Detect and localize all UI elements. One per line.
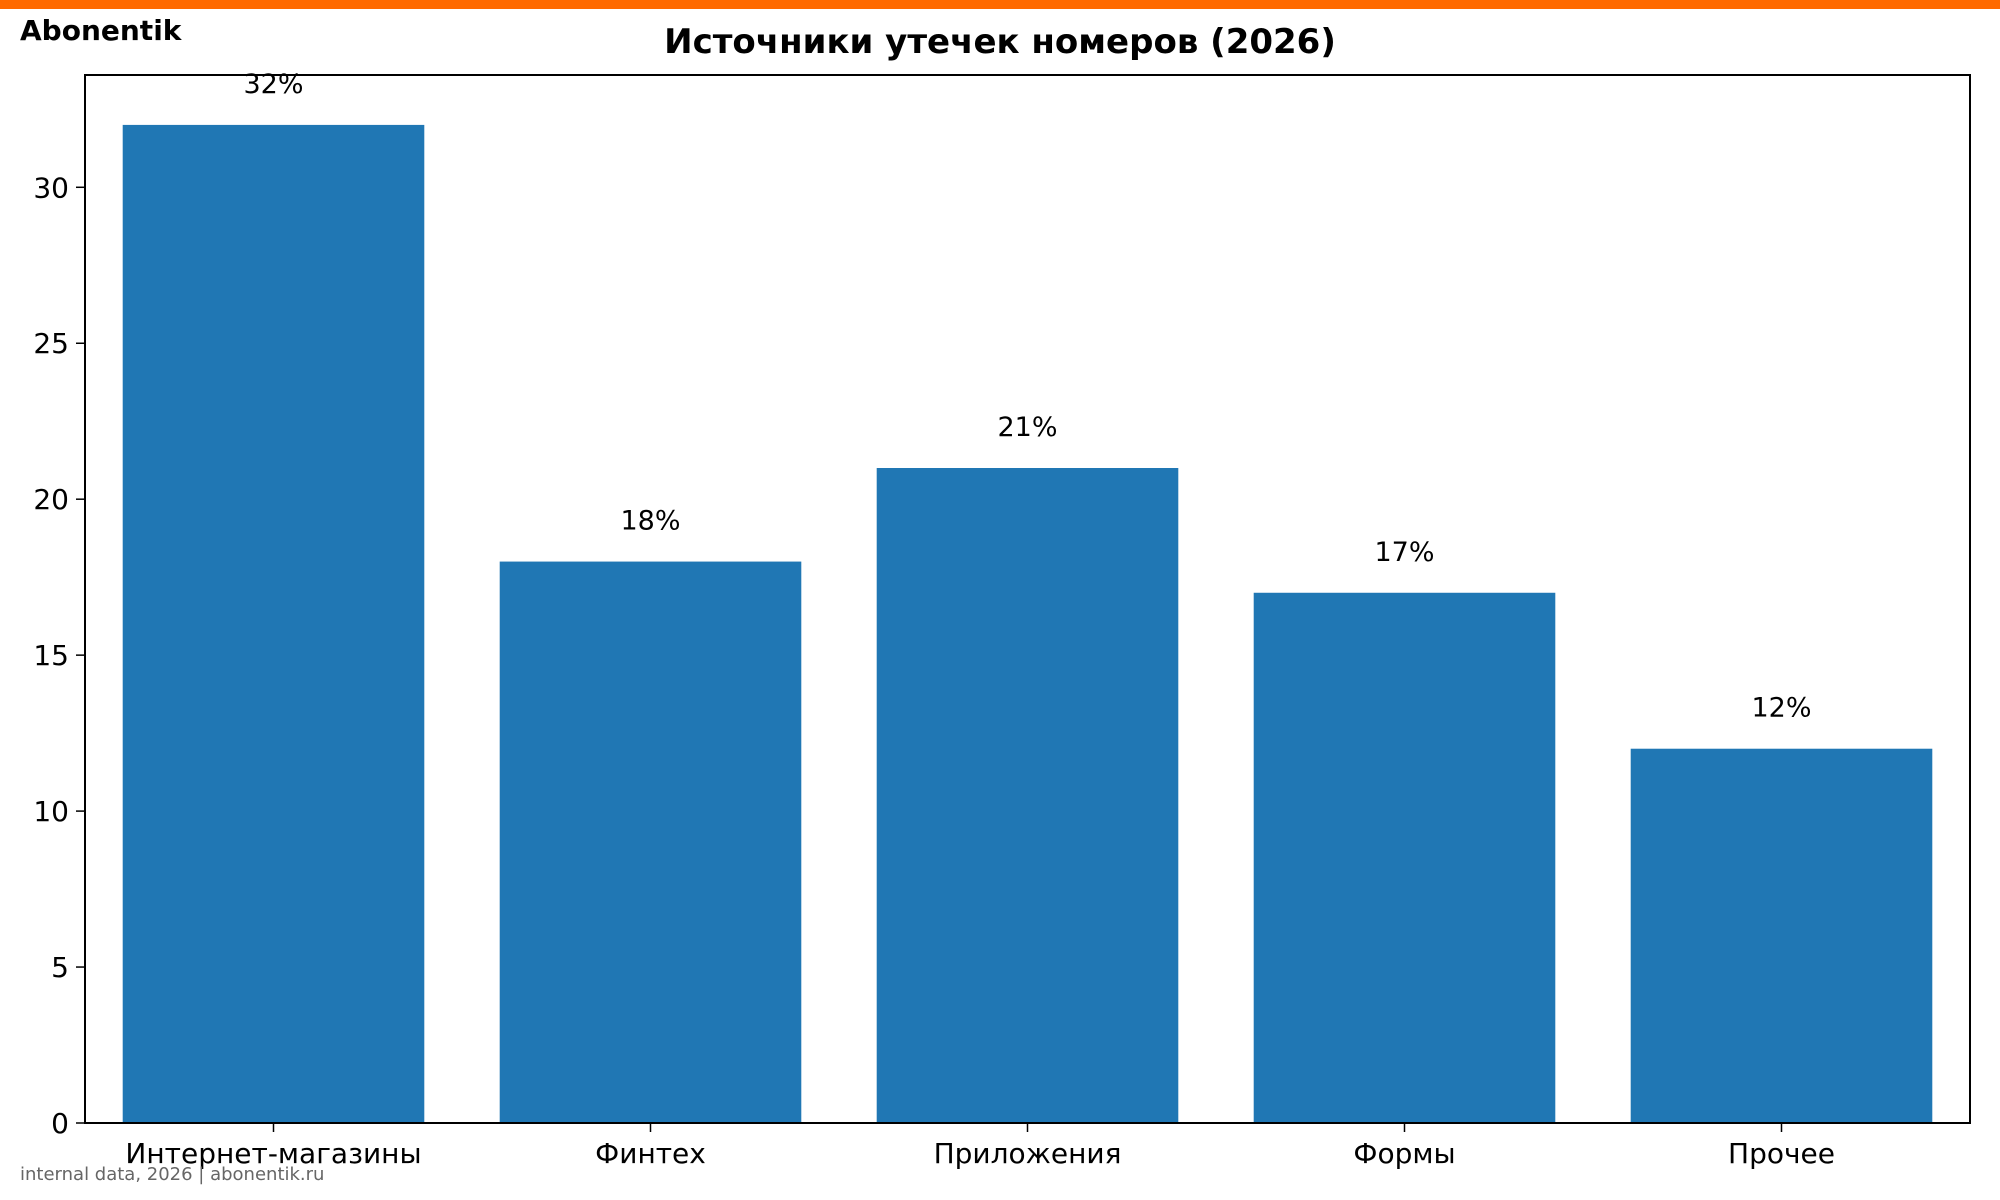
y-tick-label: 5 <box>51 951 69 984</box>
y-tick-label: 25 <box>33 327 69 360</box>
y-tick-label: 30 <box>33 171 69 204</box>
data-label: 21% <box>997 412 1057 443</box>
top-accent-bar <box>0 0 2000 9</box>
data-label: 32% <box>243 69 303 100</box>
y-tick-label: 0 <box>51 1107 69 1140</box>
plot-frame <box>84 74 1971 1124</box>
x-tick-label: Интернет-магазины <box>125 1137 421 1170</box>
x-tick-label: Прочее <box>1728 1137 1835 1170</box>
bar <box>1630 748 1933 1123</box>
bar <box>876 468 1179 1123</box>
brand-logo-text: Abonentik <box>20 14 182 47</box>
data-label: 12% <box>1751 693 1811 724</box>
footer-source-note: internal data, 2026 | abonentik.ru <box>20 1164 325 1185</box>
data-label: 17% <box>1374 537 1434 568</box>
x-tick-label: Финтех <box>595 1137 706 1170</box>
y-tick-label: 15 <box>33 639 69 672</box>
bar <box>1253 592 1556 1123</box>
data-label: 18% <box>620 506 680 537</box>
x-tick-label: Приложения <box>934 1137 1122 1170</box>
bar <box>122 124 425 1123</box>
y-tick-label: 10 <box>33 795 69 828</box>
y-tick-label: 20 <box>33 483 69 516</box>
x-tick-label: Формы <box>1353 1137 1455 1170</box>
bar <box>499 561 802 1123</box>
chart-title: Источники утечек номеров (2026) <box>664 22 1336 62</box>
